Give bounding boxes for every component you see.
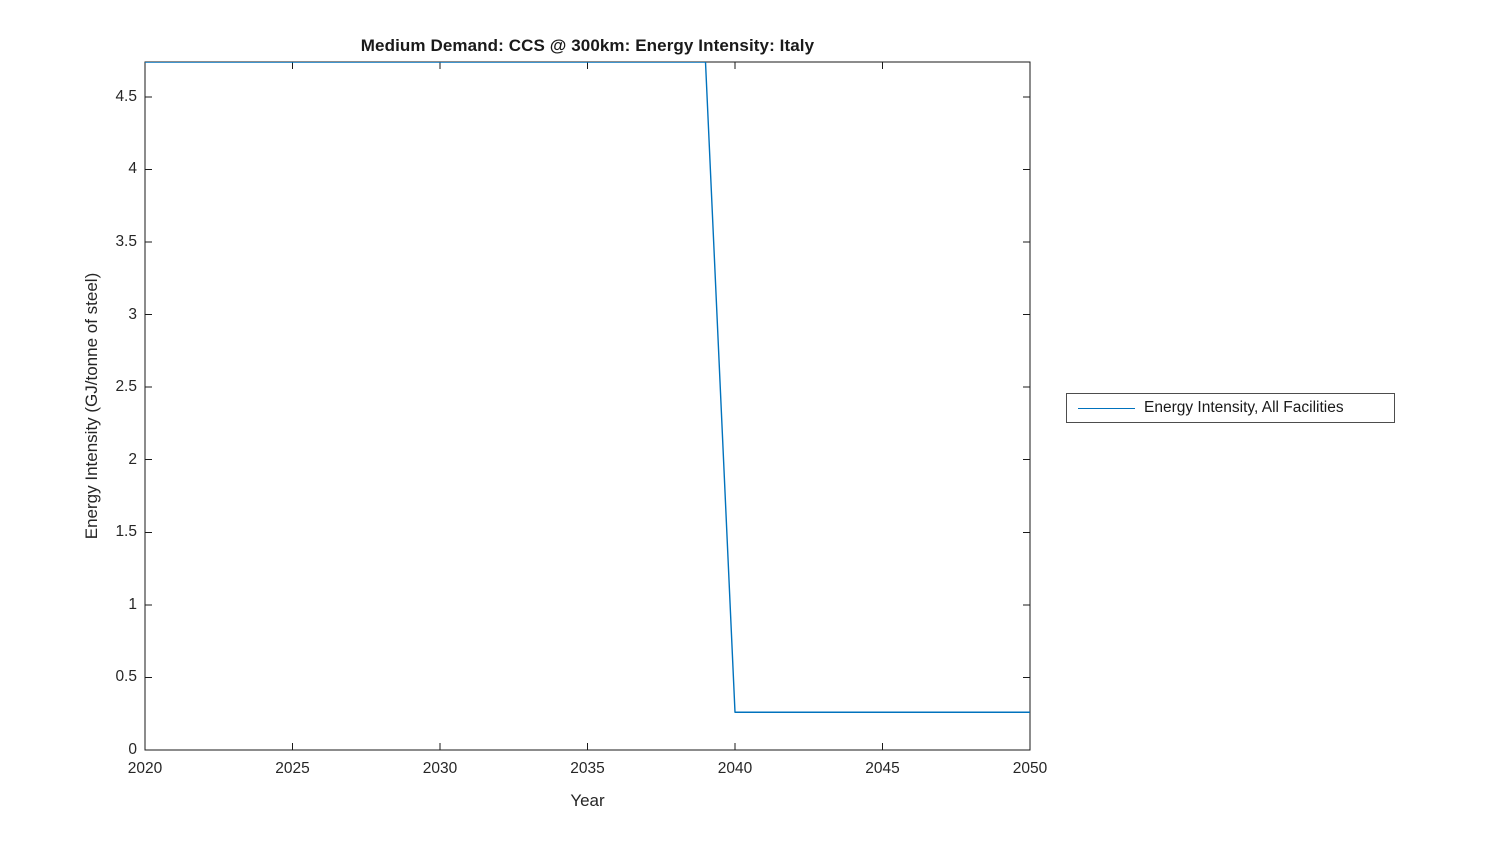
legend-line-sample-icon [1078,407,1135,409]
legend-box: Energy Intensity, All Facilities [1066,393,1395,423]
x-tick-label: 2050 [1012,760,1048,777]
x-axis-label: Year [570,791,605,810]
y-tick-label: 2.5 [115,378,137,396]
y-tick-label: 4 [128,160,137,178]
y-tick-label: 3 [128,305,137,323]
x-tick-label: 2025 [275,760,310,777]
y-tick-label: 2 [128,450,137,468]
chart-title: Medium Demand: CCS @ 300km: Energy Inten… [360,36,815,55]
x-tick-label: 2035 [570,760,605,777]
y-tick-label: 1.5 [115,523,137,541]
x-tick-label: 2040 [717,760,753,777]
legend-label: Energy Intensity, All Facilities [1144,399,1344,416]
plot-box [144,61,1031,751]
y-tick-label: 3.5 [115,232,137,250]
x-tick-label: 2030 [422,760,458,777]
y-tick-label: 4.5 [115,87,137,105]
y-tick-label: 0.5 [115,668,137,686]
series-line-energy-intensity-all-facilities [145,62,1030,713]
y-tick-label: 0 [128,741,137,758]
x-tick-label: 2020 [127,760,163,777]
y-tick-label: 1 [128,595,137,613]
x-tick-label: 2045 [865,760,900,777]
